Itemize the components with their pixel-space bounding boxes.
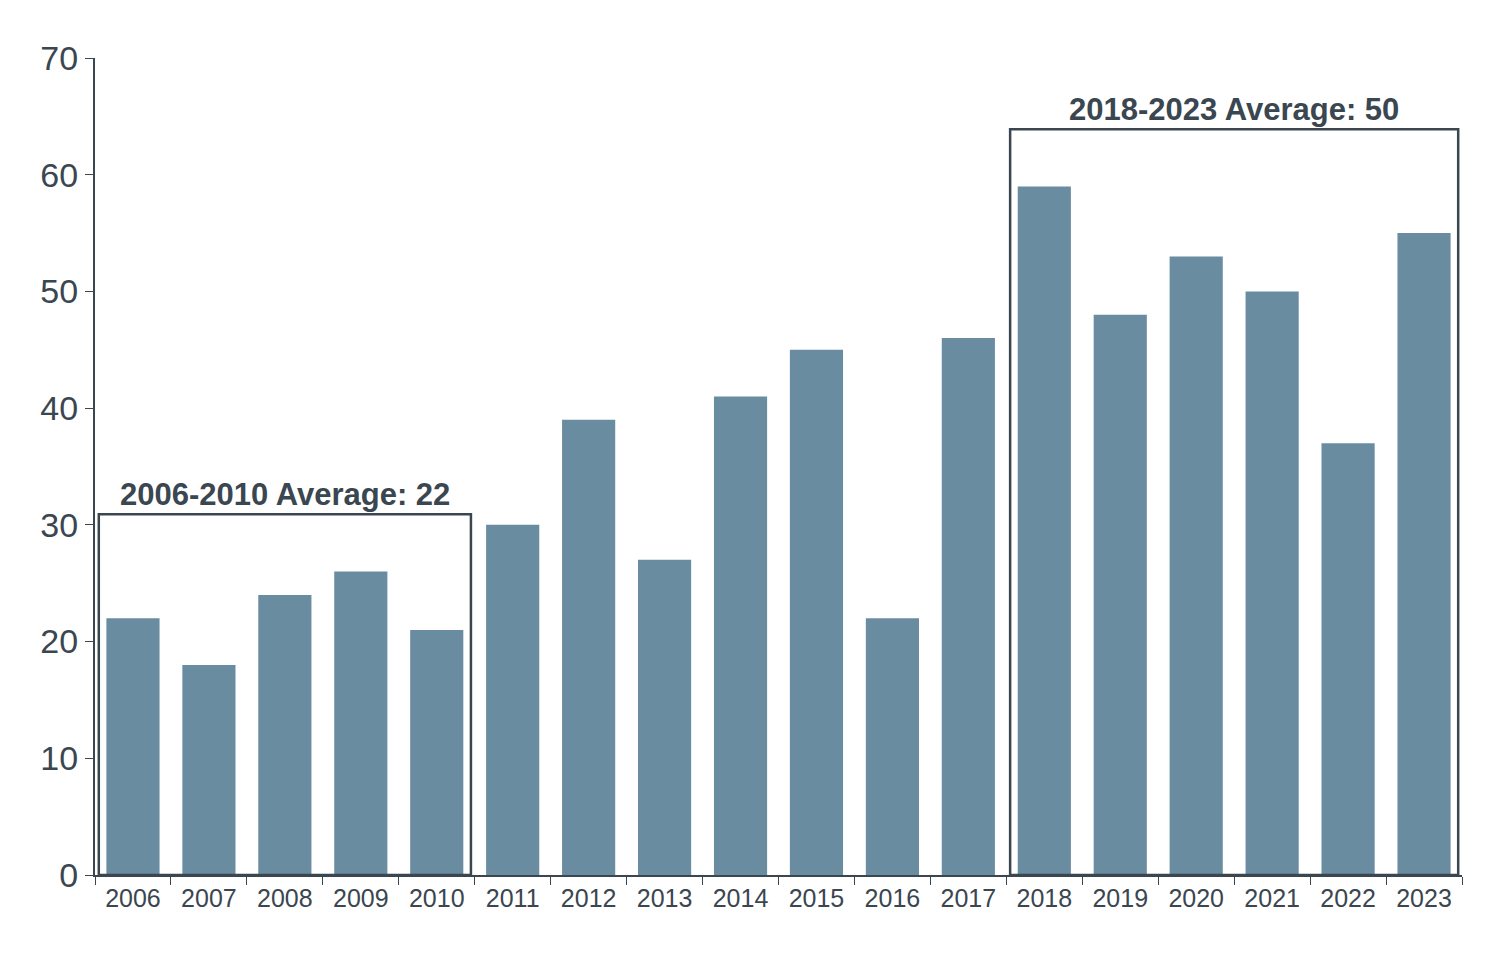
svg-text:2018-2023 Average: 50: 2018-2023 Average: 50	[1069, 92, 1399, 127]
svg-text:2008: 2008	[257, 884, 313, 912]
svg-text:2009: 2009	[333, 884, 389, 912]
svg-text:2022: 2022	[1320, 884, 1376, 912]
svg-text:0: 0	[59, 856, 78, 894]
svg-text:2019: 2019	[1092, 884, 1148, 912]
svg-text:2006-2010 Average: 22: 2006-2010 Average: 22	[120, 477, 450, 512]
svg-text:2016: 2016	[865, 884, 921, 912]
svg-text:2010: 2010	[409, 884, 465, 912]
svg-text:2021: 2021	[1244, 884, 1300, 912]
svg-text:30: 30	[40, 506, 78, 544]
svg-text:2011: 2011	[486, 884, 540, 912]
svg-text:10: 10	[40, 739, 78, 777]
svg-text:2013: 2013	[637, 884, 693, 912]
svg-text:60: 60	[40, 156, 78, 194]
svg-text:50: 50	[40, 272, 78, 310]
svg-text:20: 20	[40, 622, 78, 660]
svg-text:2014: 2014	[713, 884, 769, 912]
svg-text:2017: 2017	[941, 884, 997, 912]
svg-text:70: 70	[40, 39, 78, 77]
svg-text:2007: 2007	[181, 884, 237, 912]
svg-text:2023: 2023	[1396, 884, 1452, 912]
svg-text:2006: 2006	[105, 884, 161, 912]
svg-text:2012: 2012	[561, 884, 617, 912]
svg-text:2018: 2018	[1016, 884, 1072, 912]
svg-text:40: 40	[40, 389, 78, 427]
svg-text:2015: 2015	[789, 884, 845, 912]
svg-text:2020: 2020	[1168, 884, 1224, 912]
